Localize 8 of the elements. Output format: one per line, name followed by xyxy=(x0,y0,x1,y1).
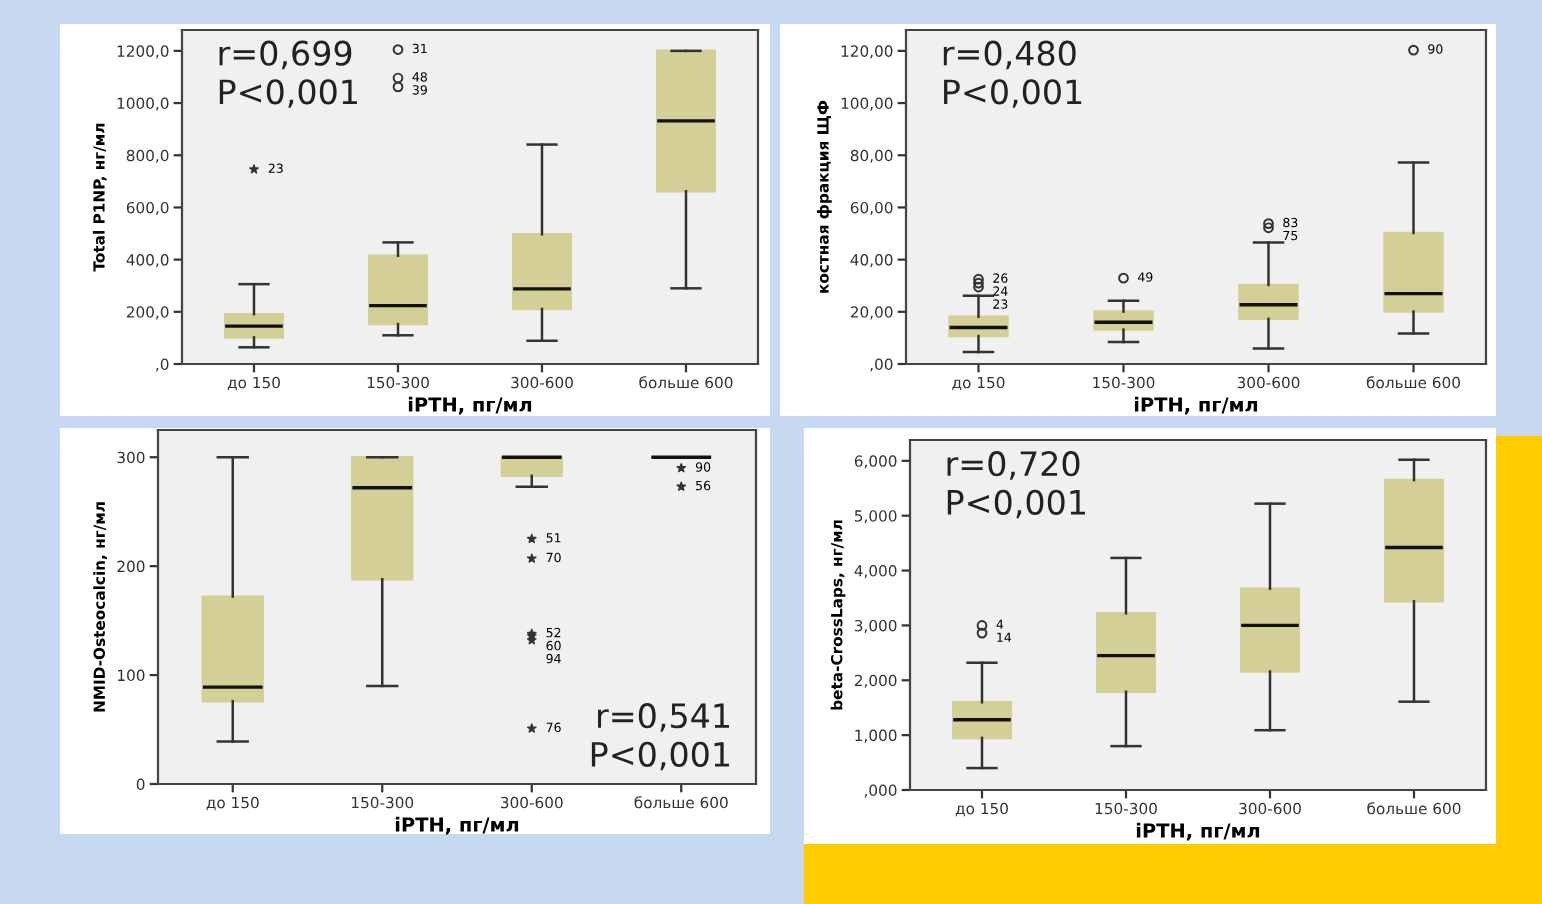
x-axis-title: iPTH, пг/мл xyxy=(395,816,519,835)
x-axis-title: iPTH, пг/мл xyxy=(408,396,532,415)
annotation: r=0,720 P<0,001 xyxy=(947,451,1085,519)
annotation: r=0,480 P<0,001 xyxy=(943,40,1082,108)
x-axis-title: iPTH, пг/мл xyxy=(1134,396,1258,415)
annotation: r=0,541 P<0,001 xyxy=(591,703,729,771)
annotation: r=0,699 P<0,001 xyxy=(219,40,357,108)
x-axis-title: iPTH, пг/мл xyxy=(1136,822,1260,841)
